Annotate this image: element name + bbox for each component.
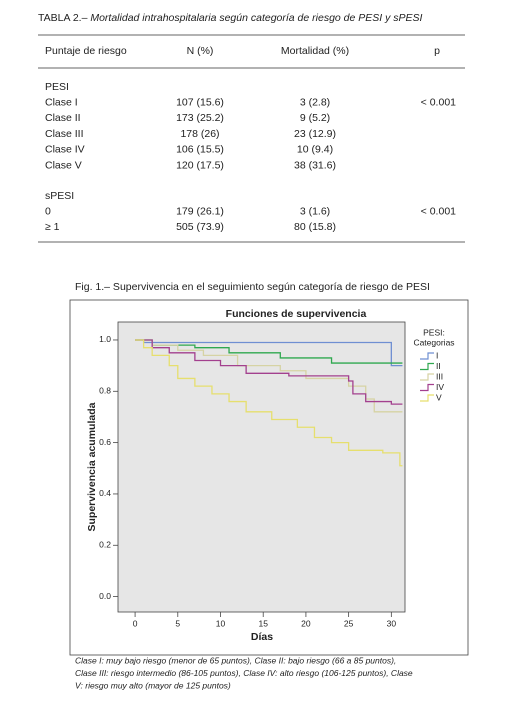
table-cell: 178 (26) <box>180 128 219 140</box>
table-cell: Clase II <box>45 112 81 124</box>
table-cell: 0 <box>45 205 51 217</box>
x-tick-label: 20 <box>301 618 311 628</box>
y-tick-label: 0.4 <box>99 488 111 498</box>
table-header: N (%) <box>187 45 214 57</box>
footnote: Clase I: muy bajo riesgo (menor de 65 pu… <box>75 655 396 665</box>
table-cell: Clase III <box>45 128 84 140</box>
footnote: V: riesgo muy alto (mayor de 125 puntos) <box>75 680 231 690</box>
table-cell: 80 (15.8) <box>294 221 336 233</box>
table-cell: 23 (12.9) <box>294 128 336 140</box>
table-cell: 505 (73.9) <box>176 221 224 233</box>
legend-swatch <box>420 373 434 381</box>
table-cell: Clase I <box>45 96 78 108</box>
table-cell: ≥ 1 <box>45 221 60 233</box>
x-tick-label: 15 <box>258 618 268 628</box>
p-value: < 0.001 <box>421 96 456 108</box>
legend-title: PESI: <box>423 327 445 337</box>
y-tick-label: 0.6 <box>99 437 111 447</box>
x-tick-label: 5 <box>175 618 180 628</box>
legend-title: Categorias <box>413 337 454 347</box>
survival-curve <box>135 339 403 405</box>
legend-label: V <box>436 392 442 402</box>
table-cell: 9 (5.2) <box>300 112 330 124</box>
table-label: TABLA 2.– <box>38 12 88 24</box>
x-axis-label: Días <box>251 631 273 643</box>
table-cell: 10 (9.4) <box>297 144 333 156</box>
table-cell: 38 (31.6) <box>294 159 336 171</box>
figure-caption: Fig. 1.– Supervivencia en el seguimiento… <box>75 281 430 293</box>
table-cell: 107 (15.6) <box>176 96 224 108</box>
legend-swatch <box>420 394 434 402</box>
survival-curve <box>135 339 403 467</box>
section-label: PESI <box>45 81 69 93</box>
table-cell: 173 (25.2) <box>176 112 224 124</box>
legend-swatch <box>420 362 434 371</box>
table-cell: 106 (15.5) <box>176 144 224 156</box>
y-axis-label: Supervivencia acumulada <box>86 402 98 531</box>
y-tick-label: 0.2 <box>99 540 111 550</box>
x-tick-label: 25 <box>344 618 354 628</box>
table-cell: 3 (2.8) <box>300 96 330 108</box>
y-tick-label: 0.8 <box>99 386 111 396</box>
table-header: p <box>434 45 440 57</box>
table-title-text: Mortalidad intrahospitalaria según categ… <box>90 12 422 24</box>
table-header: Mortalidad (%) <box>281 45 349 57</box>
table-title: TABLA 2.– Mortalidad intrahospitalaria s… <box>38 12 423 24</box>
table-cell: Clase V <box>45 159 82 171</box>
x-tick-label: 0 <box>133 618 138 628</box>
legend-label: I <box>436 350 438 360</box>
x-tick-label: 30 <box>387 618 397 628</box>
legend-label: II <box>436 361 441 371</box>
legend-swatch <box>420 383 434 392</box>
table-cell: Clase IV <box>45 144 85 156</box>
chart-title: Funciones de supervivencia <box>226 308 367 320</box>
x-tick-label: 10 <box>216 618 226 628</box>
table-cell: 179 (26.1) <box>176 205 224 217</box>
y-tick-label: 1.0 <box>99 334 111 344</box>
p-value: < 0.001 <box>421 205 456 217</box>
legend-swatch <box>420 352 434 360</box>
y-tick-label: 0.0 <box>99 591 111 601</box>
section-label: sPESI <box>45 190 74 202</box>
plot-area <box>117 321 406 613</box>
legend-label: IV <box>436 382 444 392</box>
table-header: Puntaje de riesgo <box>45 45 127 57</box>
legend-label: III <box>436 371 443 381</box>
footnote: Clase III: riesgo intermedio (86-105 pun… <box>75 668 413 678</box>
table-cell: 3 (1.6) <box>300 205 330 217</box>
table-cell: 120 (17.5) <box>176 159 224 171</box>
